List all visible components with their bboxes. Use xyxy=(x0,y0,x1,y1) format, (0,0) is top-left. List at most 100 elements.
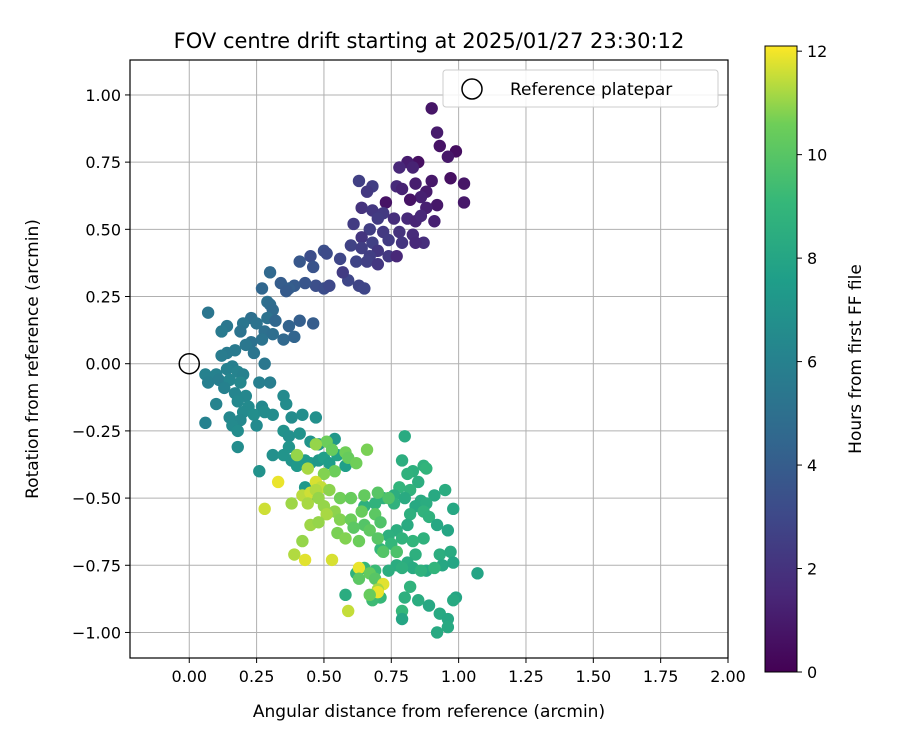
x-tick-label: 1.25 xyxy=(508,667,544,686)
scatter-point xyxy=(285,411,298,424)
scatter-point xyxy=(401,467,414,481)
colorbar-tick-label: 10 xyxy=(807,146,827,165)
scatter-point xyxy=(430,126,444,139)
scatter-point xyxy=(320,508,333,521)
scatter-point xyxy=(339,532,352,545)
scatter-point xyxy=(296,408,309,421)
scatter-point xyxy=(414,564,428,577)
scatter-point xyxy=(352,561,366,575)
x-tick-label: 0.25 xyxy=(239,667,275,686)
legend: Reference platepar xyxy=(442,69,719,108)
scatter-point xyxy=(428,215,441,228)
colorbar-tick-label: 4 xyxy=(807,456,817,475)
scatter-point xyxy=(395,532,409,545)
scatter-point xyxy=(341,604,355,618)
colorbar-ticks: 0 2 4 6 8 10 12 xyxy=(797,42,827,682)
scatter-point xyxy=(306,260,320,274)
scatter-point xyxy=(234,325,247,338)
scatter-point xyxy=(282,319,296,333)
chart-title: FOV centre drift starting at 2025/01/27 … xyxy=(174,29,685,53)
scatter-point xyxy=(393,161,406,174)
scatter-point xyxy=(379,196,393,209)
scatter-point xyxy=(293,314,306,327)
scatter-point xyxy=(215,349,228,362)
scatter-point xyxy=(414,190,428,204)
scatter-point xyxy=(333,491,347,505)
reference-platepar-point xyxy=(178,352,201,375)
scatter-point xyxy=(347,217,360,231)
colorbar: 0 2 4 6 8 10 12 Hours from first FF file xyxy=(764,42,866,682)
scatter-point xyxy=(296,534,309,548)
scatter-point xyxy=(253,376,266,389)
x-axis-ticks: 0.00 0.25 0.50 0.75 1.00 1.25 1.50 1.75 2.00 xyxy=(171,658,746,686)
scatter-point xyxy=(355,201,368,215)
x-tick-label: 0.75 xyxy=(373,667,409,686)
scatter-point xyxy=(290,448,304,462)
scatter-point xyxy=(352,572,366,585)
scatter-point xyxy=(293,255,306,268)
scatter-point xyxy=(309,411,323,424)
colorbar-gradient xyxy=(764,45,798,673)
scatter-point xyxy=(263,376,277,389)
scatter-point xyxy=(333,513,347,526)
scatter-point xyxy=(250,317,263,330)
data-points xyxy=(199,102,484,639)
scatter-point xyxy=(312,516,325,529)
scatter-point xyxy=(430,198,444,212)
scatter-point xyxy=(371,258,385,271)
scatter-point xyxy=(398,430,411,443)
scatter-point xyxy=(428,489,441,502)
legend-entry: Reference platepar xyxy=(510,80,672,100)
x-tick-label: 0.50 xyxy=(306,667,342,686)
scatter-point xyxy=(269,314,282,327)
scatter-point xyxy=(403,193,417,206)
scatter-point xyxy=(382,233,395,247)
scatter-point xyxy=(306,317,320,330)
scatter-point xyxy=(393,225,406,239)
scatter-point xyxy=(298,276,312,290)
scatter-point xyxy=(403,580,417,593)
scatter-point xyxy=(363,588,376,602)
scatter-point xyxy=(428,561,441,575)
scatter-point xyxy=(441,524,455,537)
scatter-point xyxy=(255,282,269,295)
scatter-point xyxy=(395,182,409,196)
scatter-point xyxy=(347,521,360,534)
scatter-point xyxy=(382,564,395,577)
scatter-point xyxy=(374,516,387,529)
scatter-point xyxy=(352,174,366,188)
scatter-point xyxy=(430,626,444,639)
scatter-point xyxy=(218,381,231,395)
scatter-point xyxy=(406,161,420,174)
x-tick-label: 1.50 xyxy=(576,667,612,686)
scatter-point xyxy=(398,491,411,505)
scatter-point xyxy=(350,456,363,470)
scatter-point xyxy=(320,247,333,260)
scatter-point xyxy=(444,545,457,559)
scatter-point xyxy=(390,249,403,263)
scatter-point xyxy=(258,357,271,370)
scatter-point xyxy=(438,483,452,497)
scatter-point xyxy=(255,333,269,346)
y-tick-label: 0.00 xyxy=(85,355,121,374)
scatter-point xyxy=(355,231,368,244)
colorbar-tick-label: 2 xyxy=(807,560,817,579)
scatter-point xyxy=(403,508,417,521)
scatter-point xyxy=(266,327,279,341)
scatter-point xyxy=(457,177,471,190)
colorbar-tick-label: 12 xyxy=(807,42,827,61)
y-tick-label: 0.50 xyxy=(85,220,121,239)
x-tick-label: 2.00 xyxy=(710,667,746,686)
scatter-point xyxy=(293,427,306,440)
colorbar-tick-label: 0 xyxy=(807,663,817,682)
scatter-point xyxy=(344,239,358,252)
scatter-point xyxy=(285,497,298,510)
scatter-point xyxy=(199,416,212,430)
scatter-point xyxy=(231,395,244,408)
scatter-point xyxy=(344,491,358,505)
scatter-point xyxy=(328,465,341,478)
scatter-point xyxy=(323,483,336,497)
scatter-point xyxy=(231,424,244,438)
scatter-point xyxy=(433,548,446,561)
